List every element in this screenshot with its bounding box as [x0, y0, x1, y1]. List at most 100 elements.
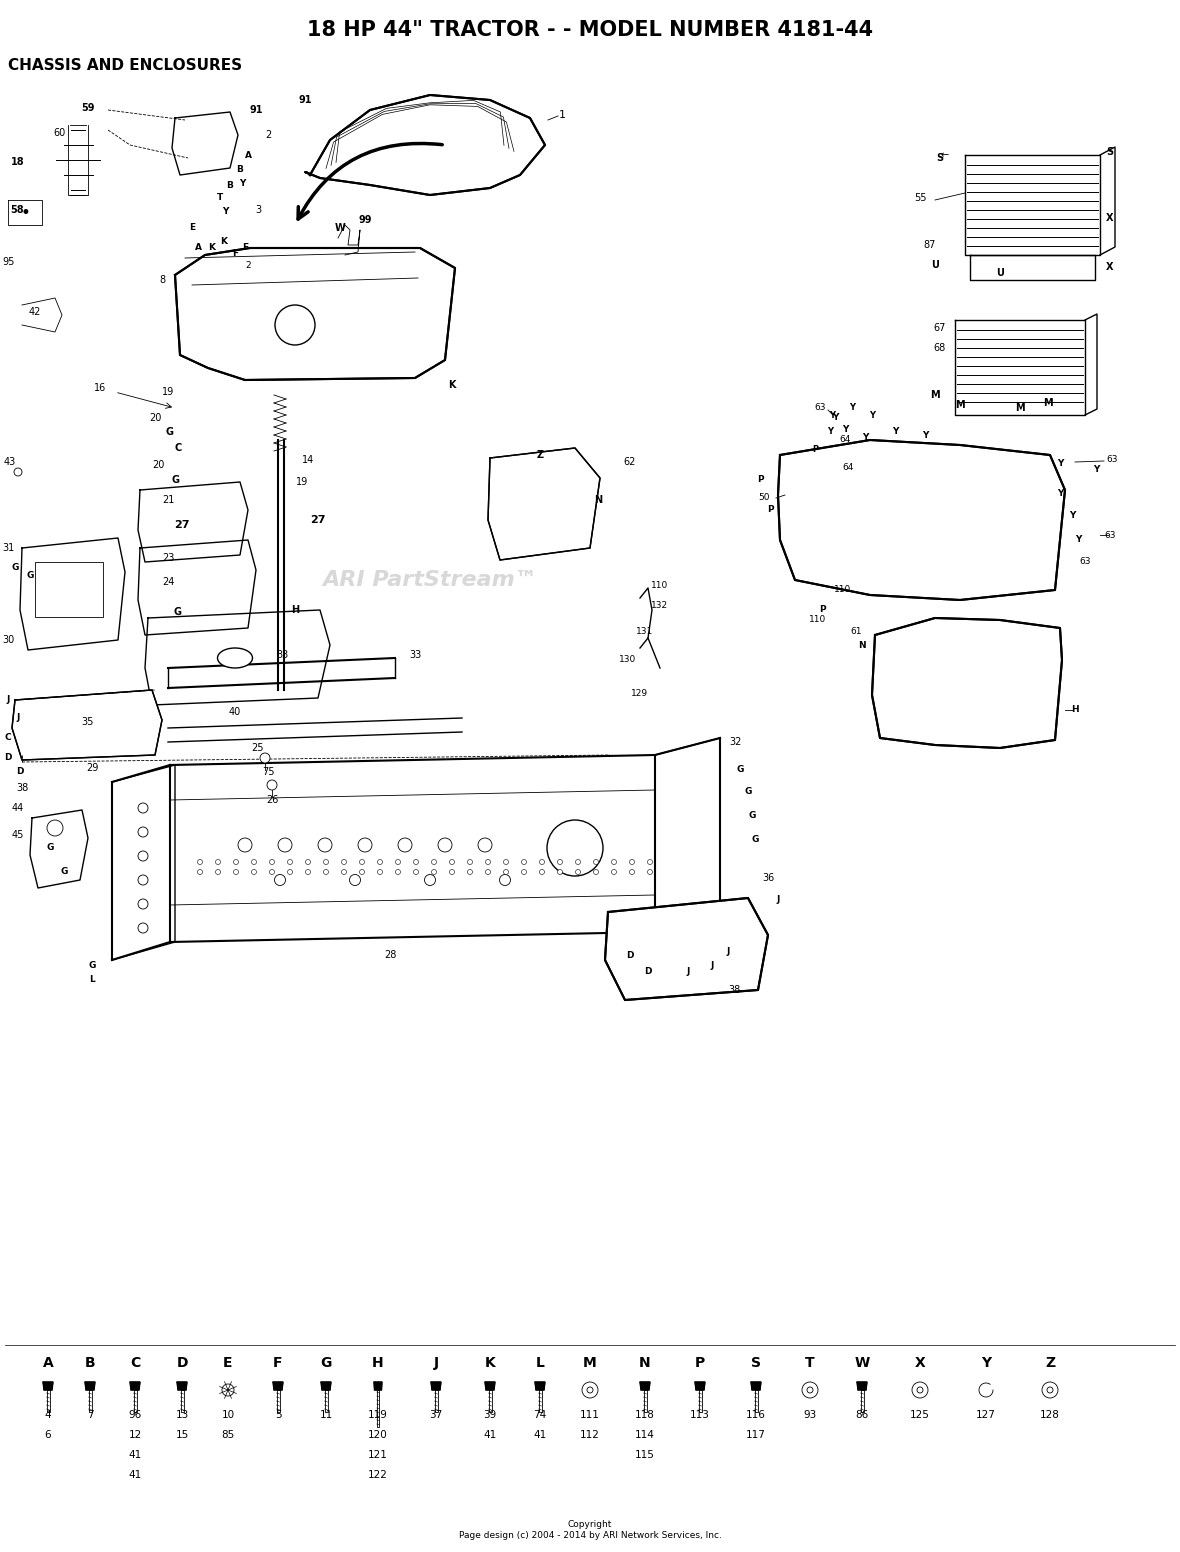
- Text: Y: Y: [1057, 489, 1063, 498]
- Text: 1: 1: [558, 110, 565, 120]
- Text: 32: 32: [729, 737, 741, 747]
- Text: 128: 128: [1040, 1411, 1060, 1420]
- Polygon shape: [321, 1381, 332, 1391]
- Circle shape: [594, 869, 598, 874]
- Text: 131: 131: [636, 627, 654, 636]
- Text: CHASSIS AND ENCLOSURES: CHASSIS AND ENCLOSURES: [8, 57, 242, 73]
- Polygon shape: [778, 441, 1066, 601]
- Text: Y: Y: [981, 1356, 991, 1370]
- Text: 113: 113: [690, 1411, 710, 1420]
- Text: Y: Y: [238, 178, 245, 188]
- Circle shape: [138, 827, 148, 837]
- Text: 2: 2: [264, 130, 271, 140]
- Text: T: T: [805, 1356, 815, 1370]
- Circle shape: [288, 869, 293, 874]
- Polygon shape: [175, 248, 455, 380]
- Circle shape: [499, 874, 511, 886]
- Circle shape: [594, 860, 598, 864]
- Text: T: T: [217, 194, 223, 202]
- Circle shape: [478, 838, 492, 852]
- Text: 110: 110: [834, 585, 852, 594]
- Polygon shape: [273, 1381, 283, 1391]
- Text: A: A: [42, 1356, 53, 1370]
- Text: 59: 59: [81, 102, 94, 113]
- Polygon shape: [42, 1381, 53, 1391]
- Text: 67: 67: [933, 323, 946, 334]
- Circle shape: [504, 869, 509, 874]
- Circle shape: [341, 860, 347, 864]
- Text: 40: 40: [229, 708, 241, 717]
- Text: 24: 24: [162, 577, 175, 587]
- Circle shape: [432, 869, 437, 874]
- Circle shape: [275, 874, 286, 886]
- Text: 61: 61: [851, 627, 861, 636]
- Text: G: G: [736, 765, 743, 774]
- Text: M: M: [930, 390, 939, 400]
- Text: 30: 30: [2, 635, 14, 646]
- Text: J: J: [6, 695, 9, 705]
- Text: 112: 112: [581, 1429, 599, 1440]
- Text: K: K: [448, 380, 455, 390]
- Text: G: G: [60, 868, 67, 877]
- Text: 125: 125: [910, 1411, 930, 1420]
- Circle shape: [438, 838, 452, 852]
- Text: P: P: [767, 506, 773, 515]
- Text: J: J: [17, 714, 20, 723]
- Circle shape: [138, 850, 148, 861]
- Text: ARI PartStream™: ARI PartStream™: [322, 570, 538, 590]
- Circle shape: [413, 869, 419, 874]
- Text: 38: 38: [728, 986, 740, 995]
- Text: 19: 19: [162, 386, 175, 397]
- Polygon shape: [605, 899, 768, 999]
- Circle shape: [269, 869, 275, 874]
- Text: •: •: [20, 203, 30, 222]
- Text: B: B: [85, 1356, 96, 1370]
- Text: 2: 2: [245, 261, 251, 270]
- Text: H: H: [1071, 706, 1079, 714]
- Text: X: X: [1107, 213, 1114, 223]
- Text: 68: 68: [933, 343, 946, 352]
- Text: Copyright
Page design (c) 2004 - 2014 by ARI Network Services, Inc.: Copyright Page design (c) 2004 - 2014 by…: [459, 1521, 721, 1540]
- Text: Y: Y: [922, 430, 929, 439]
- Circle shape: [395, 860, 400, 864]
- Text: 74: 74: [533, 1411, 546, 1420]
- Text: 27: 27: [310, 515, 326, 525]
- Text: 36: 36: [762, 872, 774, 883]
- Text: Y: Y: [841, 425, 848, 435]
- Polygon shape: [12, 691, 162, 760]
- Text: Y: Y: [1093, 464, 1100, 473]
- Circle shape: [576, 869, 581, 874]
- Circle shape: [807, 1387, 813, 1394]
- Text: Y: Y: [861, 433, 868, 442]
- Text: 99: 99: [359, 216, 372, 225]
- Text: 38: 38: [15, 784, 28, 793]
- Circle shape: [917, 1387, 923, 1394]
- Circle shape: [611, 860, 616, 864]
- Text: 115: 115: [635, 1450, 655, 1460]
- Text: U: U: [931, 261, 939, 270]
- Text: G: G: [748, 810, 755, 819]
- Polygon shape: [872, 618, 1062, 748]
- Text: H: H: [372, 1356, 384, 1370]
- Text: 11: 11: [320, 1411, 333, 1420]
- Text: N: N: [858, 641, 866, 649]
- Polygon shape: [304, 95, 545, 196]
- Text: 6: 6: [45, 1429, 51, 1440]
- Text: 5: 5: [275, 1411, 281, 1420]
- Circle shape: [586, 1387, 594, 1394]
- Circle shape: [47, 819, 63, 837]
- Circle shape: [548, 819, 603, 875]
- Text: 26: 26: [266, 795, 278, 805]
- Text: 63: 63: [814, 404, 826, 413]
- Circle shape: [14, 469, 22, 476]
- Text: C: C: [130, 1356, 140, 1370]
- Text: 127: 127: [976, 1411, 996, 1420]
- Circle shape: [138, 923, 148, 933]
- Text: S: S: [1107, 147, 1114, 157]
- Text: D: D: [176, 1356, 188, 1370]
- Text: M: M: [583, 1356, 597, 1370]
- Text: B: B: [236, 166, 243, 174]
- Text: 31: 31: [2, 543, 14, 553]
- Circle shape: [485, 869, 491, 874]
- Text: J: J: [433, 1356, 439, 1370]
